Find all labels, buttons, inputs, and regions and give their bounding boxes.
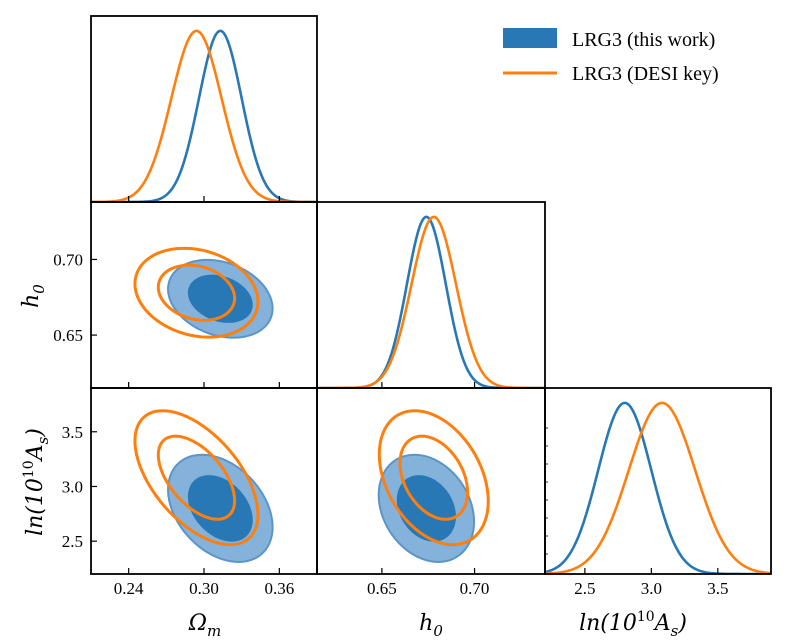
contour-95-desi-key <box>377 409 490 547</box>
legend: LRG3 (this work) LRG3 (DESI key) <box>503 28 719 85</box>
y-tick-label-as: 3.5 <box>62 423 83 442</box>
marginal-h-desi-key <box>317 215 545 388</box>
panel-h-as <box>316 387 546 575</box>
contour-68-desi-key <box>156 434 237 521</box>
x-tick-label-h: 0.70 <box>460 579 490 598</box>
y-tick-label-h: 0.65 <box>53 326 83 345</box>
y-axis-label-h0: h0 <box>19 284 48 308</box>
x-tick-label-h: 0.65 <box>367 579 397 598</box>
x-tick-label-as: 3.5 <box>707 579 728 598</box>
panel-frame <box>316 201 546 389</box>
x-tick-label-om: 0.36 <box>264 579 294 598</box>
y-tick-label-as: 2.5 <box>62 532 83 551</box>
x-tick-label-as: 2.5 <box>574 579 595 598</box>
panel-frame <box>544 387 772 575</box>
marginal-om-this-work <box>91 29 317 202</box>
contour-68-this-work <box>187 274 253 323</box>
panel-frame <box>90 15 318 203</box>
legend-swatch-this-work <box>503 28 557 48</box>
panel-om-om <box>90 15 318 203</box>
marginal-om-desi-key <box>91 29 317 202</box>
contour-68-desi-key <box>156 263 237 322</box>
y-tick-label-as: 3.0 <box>62 477 83 496</box>
marginal-h-this-work <box>317 215 545 388</box>
panel-h-h <box>316 201 546 389</box>
panel-as-as <box>544 387 772 575</box>
contour-95-desi-key <box>133 409 260 547</box>
y-tick-label-h: 0.70 <box>53 250 83 269</box>
x-tick-label-as: 3.0 <box>641 579 662 598</box>
panel-om-as <box>90 387 318 575</box>
panel-om-h <box>90 201 318 389</box>
x-axis-label-omega-m: Ωm <box>188 611 221 640</box>
x-axis-label-ln-as: ln(1010As) <box>579 609 687 640</box>
marginal-as-desi-key <box>545 401 771 574</box>
x-tick-label-om: 0.30 <box>189 579 219 598</box>
contour-68-desi-key <box>398 434 470 521</box>
contour-68-this-work <box>187 475 253 542</box>
legend-label-this-work: LRG3 (this work) <box>572 29 715 51</box>
y-axis-label-ln-as: ln(1010As) <box>21 428 52 536</box>
contour-95-desi-key <box>133 246 260 339</box>
legend-label-desi-key: LRG3 (DESI key) <box>572 63 719 85</box>
x-axis-label-h0: h0 <box>419 611 443 640</box>
x-tick-label-om: 0.24 <box>114 579 144 598</box>
marginal-as-this-work <box>545 401 771 574</box>
